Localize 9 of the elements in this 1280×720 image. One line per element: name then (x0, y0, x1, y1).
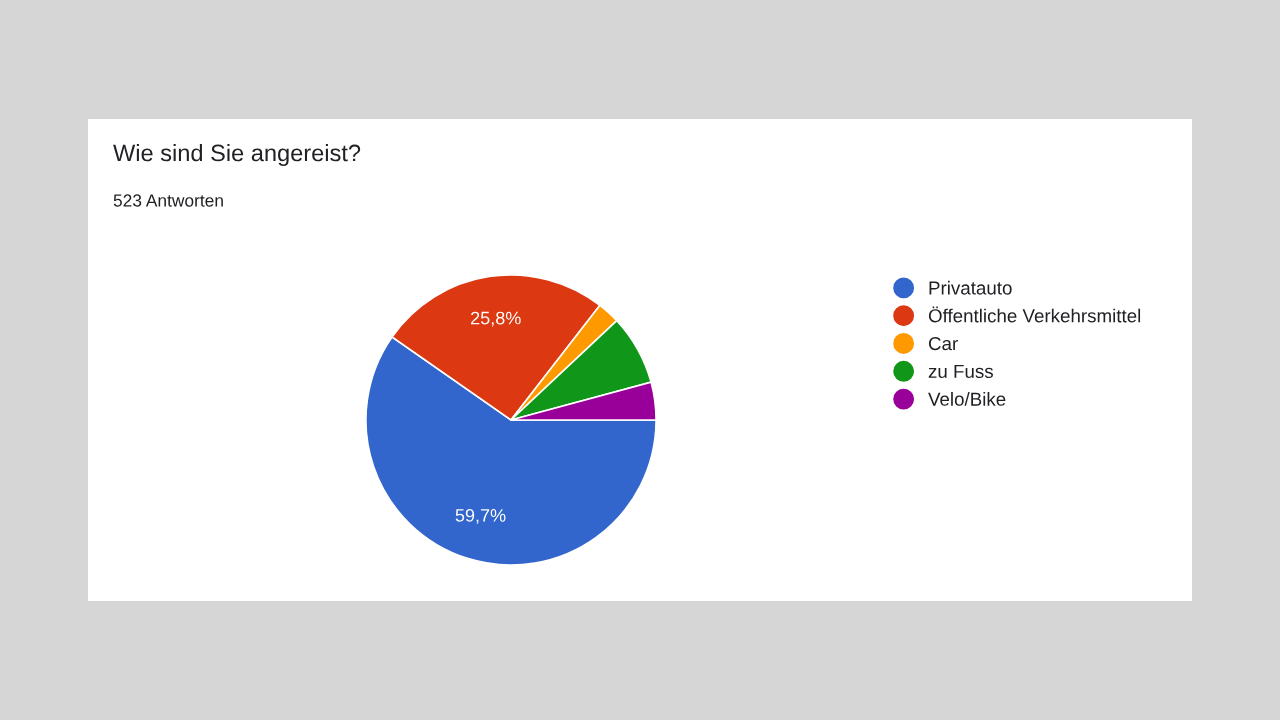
text: 523 Antworten (113, 194, 223, 207)
data-label: 59,7% (455, 508, 506, 524)
data-label: 25,8% (471, 311, 521, 327)
legend-label: Velo/Bike (928, 392, 1006, 406)
legend-label: Privatauto (929, 280, 1012, 295)
legend-label: Öffentliche Verkehrsmittel (928, 306, 1141, 323)
legend-label: Car (928, 336, 958, 351)
legend-label: zu Fuss (928, 364, 993, 379)
chart-title: Wie sind Sie angereist? (113, 144, 361, 166)
